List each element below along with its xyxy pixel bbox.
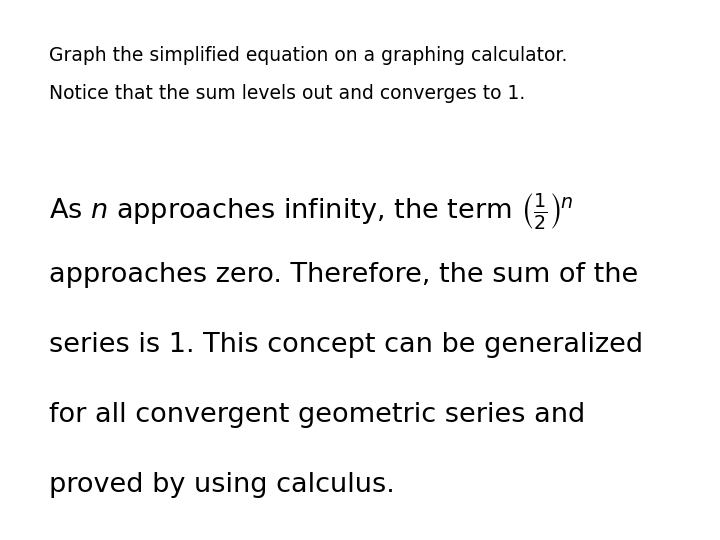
Text: for all convergent geometric series and: for all convergent geometric series and: [49, 402, 585, 428]
Text: Graph the simplified equation on a graphing calculator.: Graph the simplified equation on a graph…: [49, 46, 567, 65]
Text: series is 1. This concept can be generalized: series is 1. This concept can be general…: [49, 332, 643, 358]
Text: Notice that the sum levels out and converges to 1.: Notice that the sum levels out and conve…: [49, 84, 525, 103]
Text: approaches zero. Therefore, the sum of the: approaches zero. Therefore, the sum of t…: [49, 262, 638, 288]
Text: As $n$ approaches infinity, the term $\left(\frac{1}{2}\right)^{\!n}$: As $n$ approaches infinity, the term $\l…: [49, 192, 572, 232]
Text: proved by using calculus.: proved by using calculus.: [49, 472, 395, 498]
